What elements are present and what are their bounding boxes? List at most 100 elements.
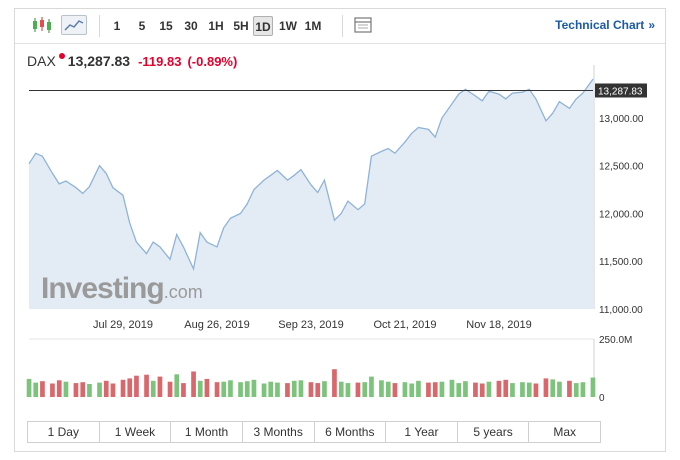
volume-bar xyxy=(580,382,586,397)
volume-bar xyxy=(496,380,502,397)
period-1-month[interactable]: 1 Month xyxy=(171,422,243,442)
volume-bar xyxy=(473,382,478,397)
volume-bar xyxy=(127,378,133,397)
volume-bar xyxy=(144,374,149,397)
price-line xyxy=(28,78,594,272)
volume-bar xyxy=(332,369,337,397)
volume-bar xyxy=(379,380,384,397)
x-tick-label: Aug 26, 2019 xyxy=(184,319,249,331)
volume-bar xyxy=(244,381,250,397)
volume-bar xyxy=(197,380,203,397)
volume-bar xyxy=(228,380,233,397)
volume-bar xyxy=(103,380,109,397)
y-tick-label: 13,000.00 xyxy=(599,114,644,125)
period-5-years[interactable]: 5 years xyxy=(458,422,530,442)
volume-bar xyxy=(33,382,39,397)
y-tick-label: 12,000.00 xyxy=(599,209,644,220)
volume-bar xyxy=(486,381,492,397)
volume-bar xyxy=(385,381,391,397)
volume-bar xyxy=(449,379,455,397)
candlestick-icon[interactable] xyxy=(29,15,55,35)
volume-bar xyxy=(510,383,515,397)
technical-chart-link[interactable]: Technical Chart» xyxy=(555,18,655,32)
toolbar-separator xyxy=(342,15,343,37)
y-tick-label: 11,000.00 xyxy=(599,305,643,316)
toolbar-separator xyxy=(99,15,100,37)
timeframe-1m[interactable]: 1M xyxy=(304,19,322,33)
volume-bar xyxy=(308,382,314,397)
chart-widget: 1 5 15 30 1H 5H 1D 1W 1M Technical Chart» DAX 13,… xyxy=(14,8,666,452)
volume-bar xyxy=(56,380,62,397)
volume-bar xyxy=(181,383,186,397)
timeframe-1d[interactable]: 1D xyxy=(253,16,273,36)
volume-bar xyxy=(150,380,156,397)
timeframe-5[interactable]: 5 xyxy=(138,19,146,33)
volume-bar xyxy=(557,381,562,397)
period-1-year[interactable]: 1 Year xyxy=(386,422,458,442)
volume-bar xyxy=(268,381,274,397)
volume-bar xyxy=(573,383,579,397)
volume-bar xyxy=(338,381,344,397)
quote-symbol: DAX xyxy=(27,53,56,69)
period-6-months[interactable]: 6 Months xyxy=(315,422,387,442)
watermark-logo: Investing.com xyxy=(41,272,203,305)
volume-bar xyxy=(479,383,485,397)
price-chart[interactable]: 11,000.00 11,500.00 12,000.00 12,500.00 13,0… xyxy=(15,9,665,409)
chart-toolbar: 1 5 15 30 1H 5H 1D 1W 1M Technical Chart» xyxy=(15,9,665,44)
volume-bar xyxy=(426,382,431,397)
volume-bar xyxy=(174,374,180,397)
x-tick-label: Oct 21, 2019 xyxy=(374,319,437,331)
volume-bar xyxy=(439,381,445,397)
volume-bar xyxy=(409,383,415,397)
volume-bar xyxy=(80,382,86,397)
volume-bar xyxy=(298,380,304,397)
volume-bar xyxy=(315,383,321,397)
volume-bar xyxy=(322,381,327,397)
period-max[interactable]: Max xyxy=(553,425,577,439)
y-tick-label: 12,500.00 xyxy=(599,162,644,173)
volume-bar xyxy=(291,380,297,397)
volume-bar xyxy=(204,378,210,397)
area-chart-icon[interactable] xyxy=(61,15,87,35)
volume-bar xyxy=(345,383,351,397)
volume-axis-label: 250.0M xyxy=(599,335,632,346)
timeframe-15[interactable]: 15 xyxy=(159,19,173,33)
quote-price: 13,287.83 xyxy=(67,53,131,69)
volume-bar xyxy=(221,381,227,397)
layout-icon[interactable] xyxy=(352,15,374,35)
double-chevron-right-icon: » xyxy=(648,18,655,32)
volume-bar xyxy=(456,383,462,397)
period-3-months[interactable]: 3 Months xyxy=(243,422,315,442)
timeframe-1w[interactable]: 1W xyxy=(279,19,297,33)
volume-bar xyxy=(543,378,549,397)
timeframe-5h[interactable]: 5H xyxy=(233,19,249,33)
volume-bar xyxy=(355,382,361,397)
period-1-day[interactable]: 1 Day xyxy=(28,422,100,442)
period-1-week[interactable]: 1 Week xyxy=(100,422,172,442)
quote-header: DAX 13,287.83 -119.83 (-0.89%) xyxy=(27,51,243,71)
volume-bar xyxy=(463,381,468,397)
volume-bar xyxy=(87,384,92,397)
volume-bar xyxy=(134,375,139,397)
volume-bar xyxy=(238,382,243,397)
volume-bar xyxy=(369,376,374,397)
volume-bar xyxy=(214,382,220,397)
technical-chart-label: Technical Chart xyxy=(555,18,645,32)
period-selector: 1 Day 1 Week 1 Month 3 Months 6 Months 1 Year… xyxy=(27,421,601,443)
timeframe-1[interactable]: 1 xyxy=(113,19,121,33)
volume-bar xyxy=(567,380,572,397)
price-area-fill xyxy=(29,79,593,309)
y-tick-label: 11,500.00 xyxy=(599,257,643,268)
volume-bar xyxy=(275,382,280,397)
volume-bar xyxy=(251,379,257,397)
current-price-marker-label: 13,287.83 xyxy=(598,86,643,97)
timeframe-30[interactable]: 30 xyxy=(184,19,198,33)
volume-bar xyxy=(526,382,532,397)
volume-bar xyxy=(167,381,173,397)
volume-bar xyxy=(362,382,368,397)
timeframe-1h[interactable]: 1H xyxy=(208,19,224,33)
volume-axis-label: 0 xyxy=(599,393,605,404)
quote-change: -119.83 xyxy=(138,54,182,69)
market-status-dot-icon xyxy=(58,53,65,59)
volume-bar xyxy=(110,383,116,397)
